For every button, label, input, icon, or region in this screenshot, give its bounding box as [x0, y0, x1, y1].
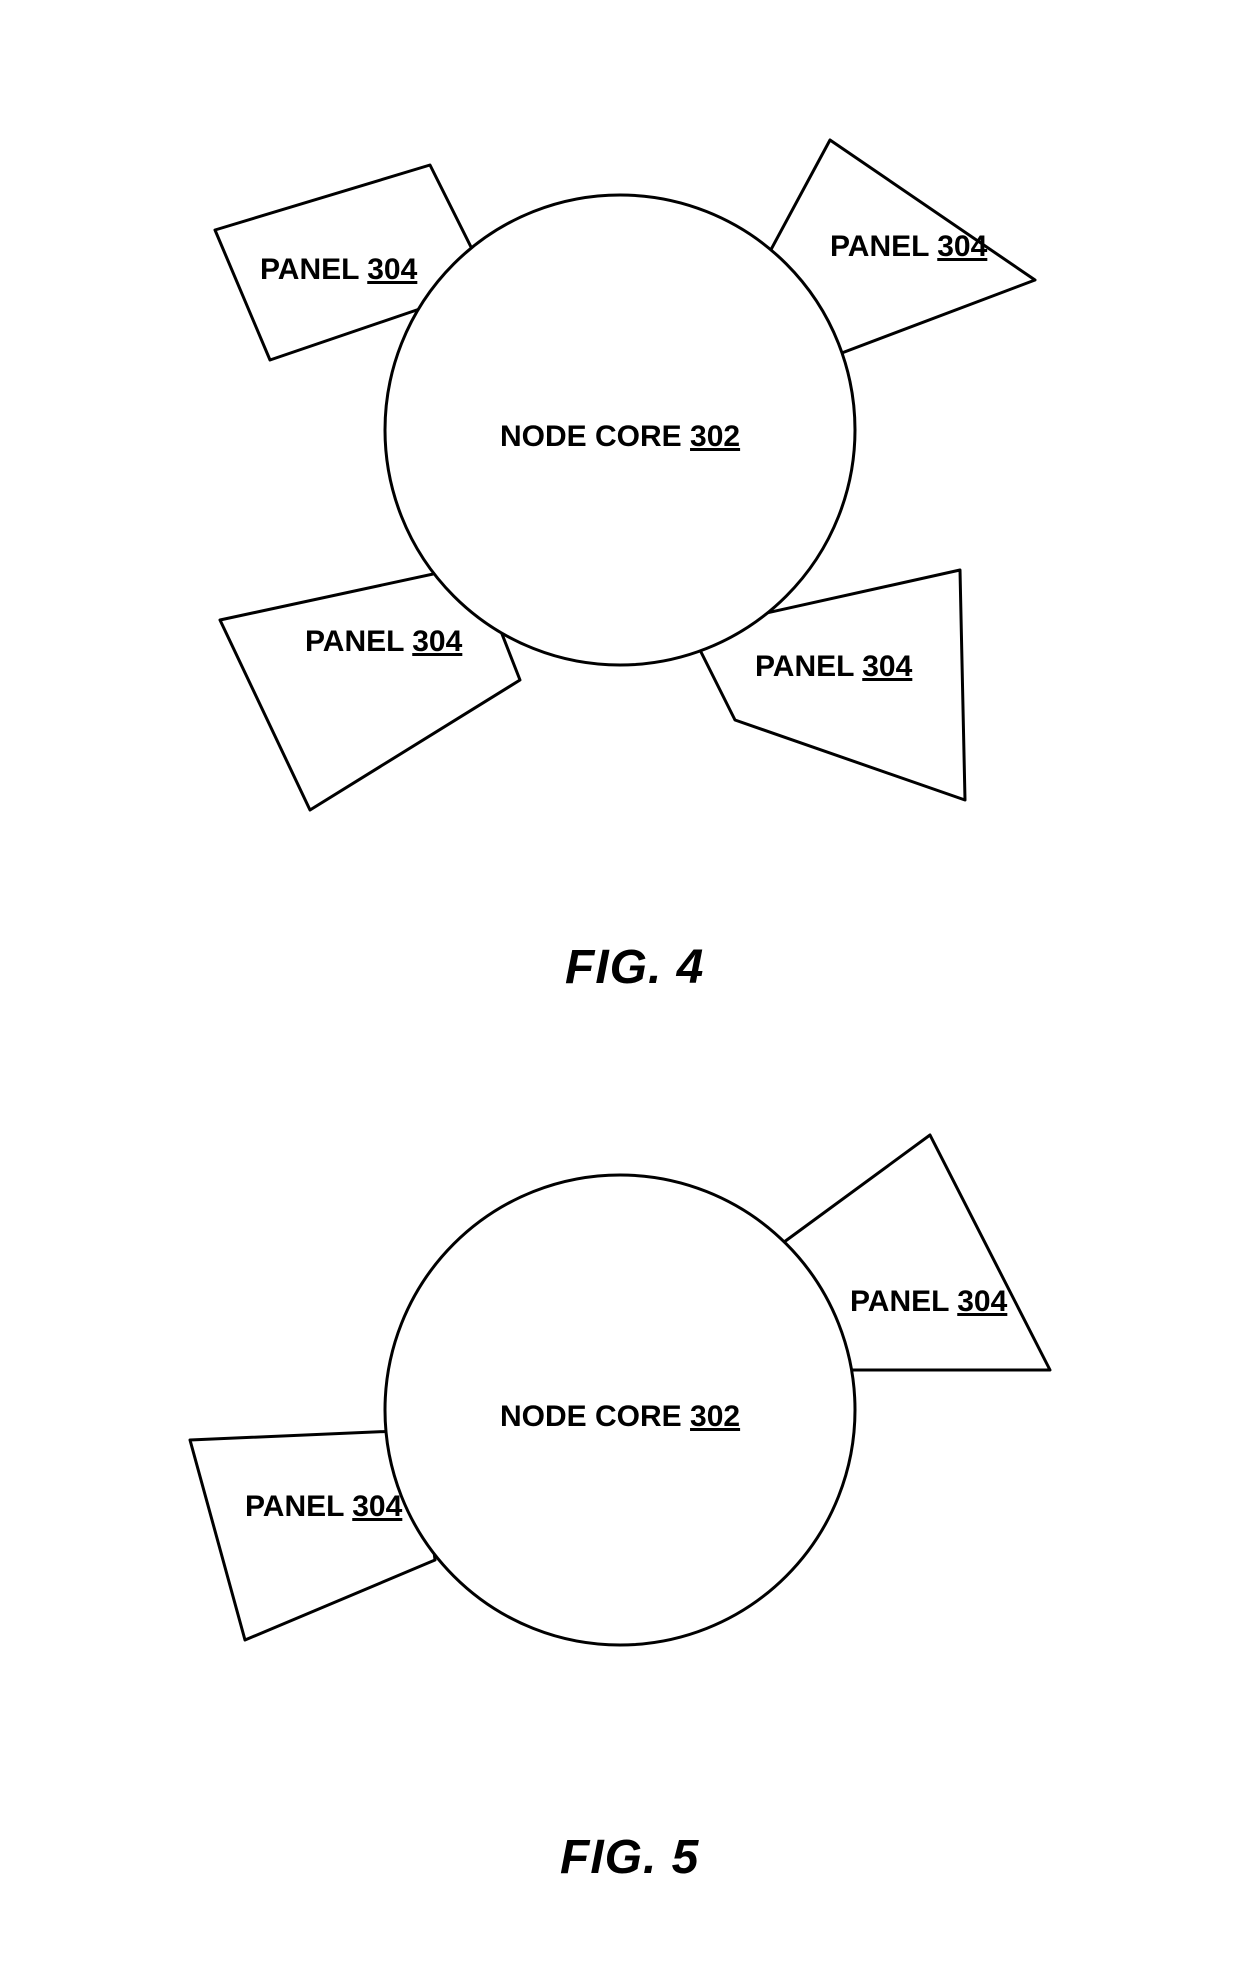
panel-label: PANEL 304	[260, 253, 417, 287]
panel-label: PANEL 304	[755, 650, 912, 684]
figure-caption-5: FIG. 5	[560, 1830, 699, 1885]
core-label: NODE CORE 302	[500, 1400, 740, 1434]
panel-label: PANEL 304	[305, 625, 462, 659]
panel-label: PANEL 304	[850, 1285, 1007, 1319]
figure-caption-4: FIG. 4	[565, 940, 704, 995]
core-label: NODE CORE 302	[500, 420, 740, 454]
panel-label: PANEL 304	[830, 230, 987, 264]
panel-label: PANEL 304	[245, 1490, 402, 1524]
